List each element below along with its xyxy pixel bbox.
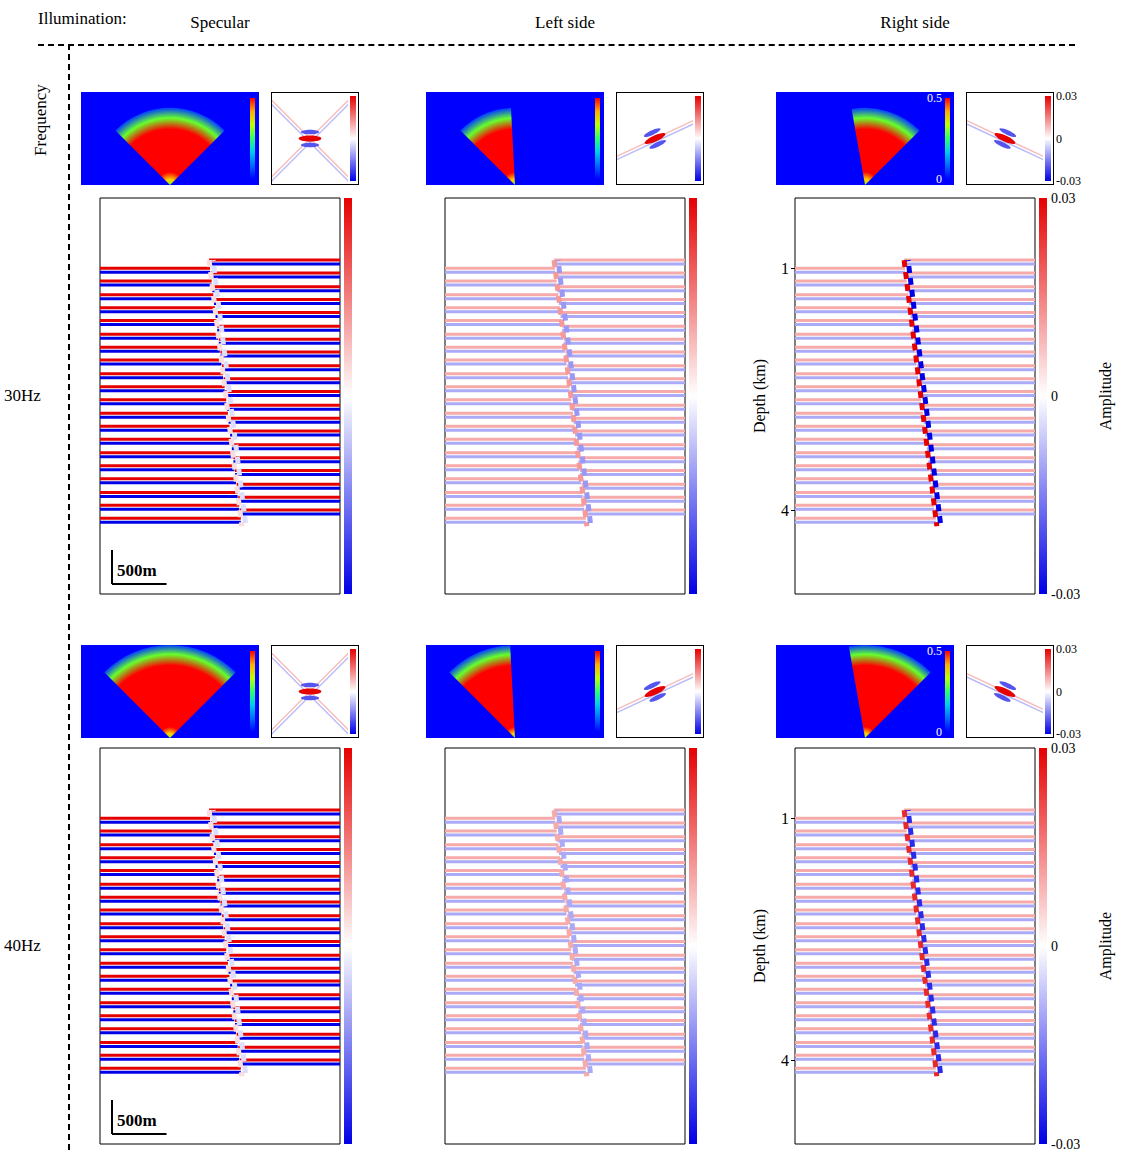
- svg-text:0: 0: [936, 725, 942, 738]
- svg-text:4: 4: [781, 1052, 789, 1069]
- svg-text:Depth (km): Depth (km): [751, 909, 769, 983]
- svg-text:1: 1: [781, 260, 789, 277]
- html-text:Specular: Specular: [190, 12, 250, 32]
- svg-text:Amplitude: Amplitude: [1097, 912, 1115, 980]
- svg-text:4: 4: [781, 502, 789, 519]
- html-text:Frequency: Frequency: [30, 84, 50, 156]
- svg-text:0.03: 0.03: [1056, 89, 1077, 103]
- svg-text:0.03: 0.03: [1056, 642, 1077, 656]
- svg-text:500m: 500m: [117, 1111, 157, 1130]
- svg-text:0.5: 0.5: [927, 92, 942, 105]
- svg-text:0: 0: [1056, 685, 1062, 699]
- html-text:Right side: Right side: [880, 12, 950, 32]
- svg-text:Depth (km): Depth (km): [751, 359, 769, 433]
- svg-text:Amplitude: Amplitude: [1097, 362, 1115, 430]
- svg-text:0: 0: [1051, 389, 1058, 404]
- html-text:Illumination:: Illumination:: [38, 9, 127, 28]
- svg-text:-0.03: -0.03: [1051, 587, 1080, 602]
- svg-text:0: 0: [936, 172, 942, 185]
- svg-text:0.03: 0.03: [1051, 741, 1076, 756]
- html-text:30Hz: 30Hz: [4, 386, 41, 405]
- svg-text:-0.03: -0.03: [1056, 174, 1081, 188]
- svg-text:1: 1: [781, 810, 789, 827]
- svg-text:0: 0: [1051, 939, 1058, 954]
- svg-text:-0.03: -0.03: [1051, 1137, 1080, 1152]
- html-text:40Hz: 40Hz: [4, 936, 41, 955]
- svg-text:0.03: 0.03: [1051, 191, 1076, 206]
- svg-text:0.5: 0.5: [927, 645, 942, 658]
- svg-text:500m: 500m: [117, 561, 157, 580]
- svg-text:0: 0: [1056, 132, 1062, 146]
- html-text:Left side: Left side: [535, 12, 595, 32]
- svg-text:-0.03: -0.03: [1056, 727, 1081, 741]
